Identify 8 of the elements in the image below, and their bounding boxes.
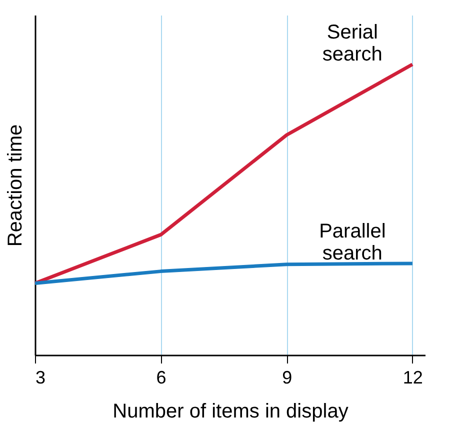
x-axis-title: Number of items in display — [112, 400, 348, 422]
y-axis-title: Reaction time — [4, 124, 26, 247]
x-tick-label: 9 — [282, 368, 292, 388]
x-tick-label: 3 — [36, 368, 46, 388]
x-tick-label: 6 — [156, 368, 166, 388]
x-tick-label: 12 — [402, 368, 423, 388]
series-label: Parallel search — [319, 220, 386, 264]
series-label: Serial search — [322, 21, 382, 66]
